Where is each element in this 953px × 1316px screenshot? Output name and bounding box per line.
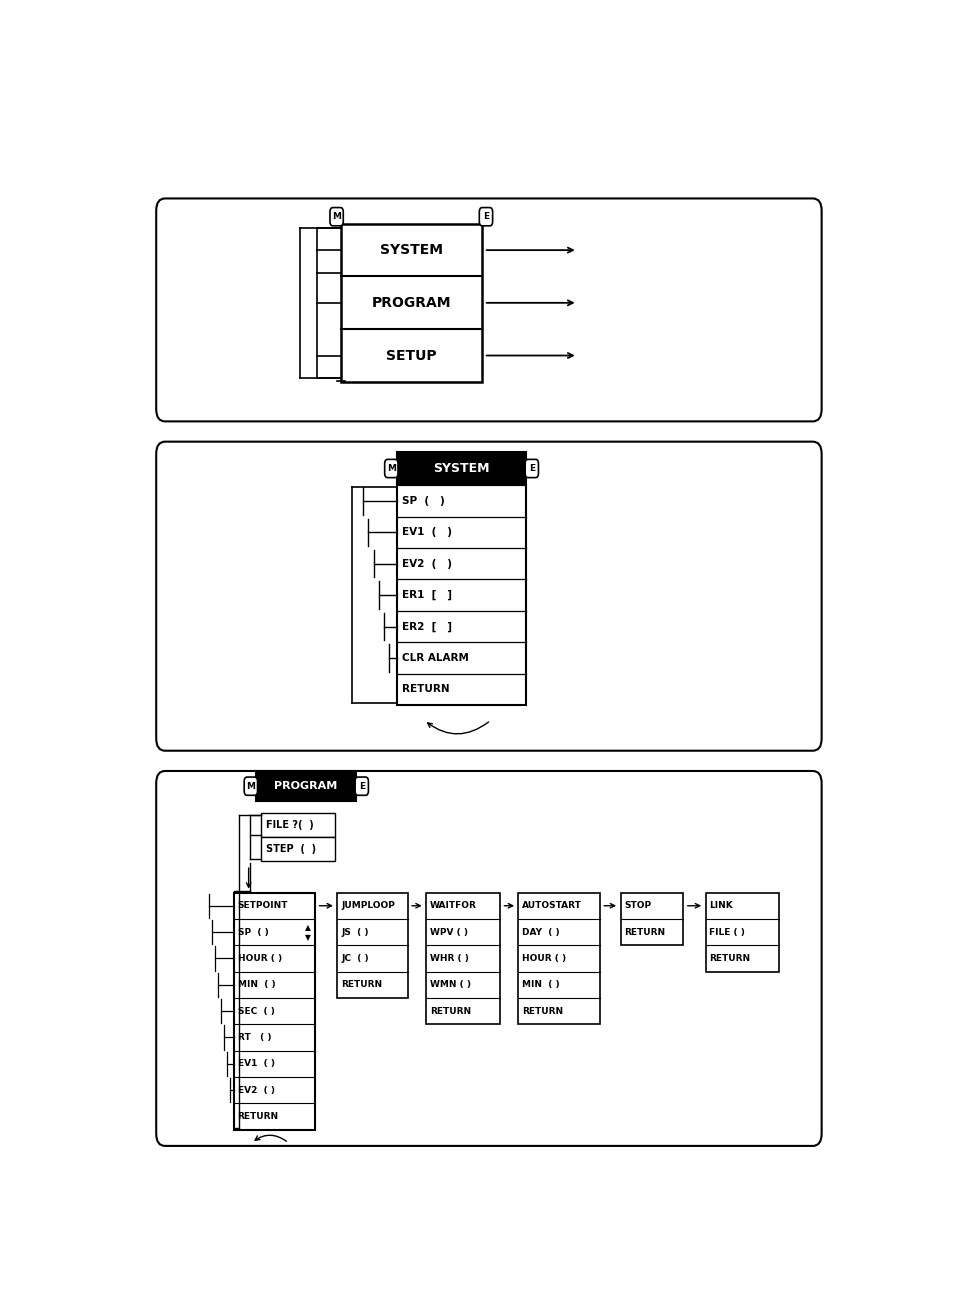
Text: JC  ( ): JC ( )	[341, 954, 368, 963]
Text: WAITFOR: WAITFOR	[429, 901, 476, 911]
FancyBboxPatch shape	[156, 442, 821, 750]
FancyBboxPatch shape	[330, 208, 343, 226]
Text: LINK: LINK	[708, 901, 732, 911]
Text: EV2  (   ): EV2 ( )	[402, 559, 452, 569]
Text: FILE ?(  ): FILE ?( )	[265, 820, 314, 829]
Text: RT   ( ): RT ( )	[237, 1033, 271, 1042]
Text: SETUP: SETUP	[386, 349, 436, 362]
Text: ▲: ▲	[305, 923, 311, 932]
Bar	[619, 892, 682, 945]
Text: EV2  ( ): EV2 ( )	[237, 1086, 274, 1095]
Text: E: E	[482, 212, 489, 221]
Text: JUMPLOOP: JUMPLOOP	[341, 901, 395, 911]
Text: SEC  ( ): SEC ( )	[237, 1007, 274, 1016]
Bar	[261, 812, 335, 837]
Bar	[337, 892, 407, 998]
Text: ER2  [   ]: ER2 [ ]	[402, 621, 452, 632]
Text: M: M	[386, 465, 395, 472]
FancyArrowPatch shape	[254, 1136, 286, 1141]
Text: ▼: ▼	[305, 933, 311, 942]
Text: STEP  (  ): STEP ( )	[265, 844, 315, 854]
Text: CLR ALARM: CLR ALARM	[402, 653, 469, 663]
Text: SYSTEM: SYSTEM	[433, 462, 489, 475]
FancyBboxPatch shape	[156, 771, 821, 1146]
Text: RETURN: RETURN	[341, 980, 382, 990]
Text: AUTOSTART: AUTOSTART	[521, 901, 581, 911]
Text: SP  (   ): SP ( )	[402, 496, 445, 505]
Bar	[396, 451, 525, 486]
FancyBboxPatch shape	[355, 776, 368, 795]
Bar	[341, 224, 481, 382]
Text: ER1  [   ]: ER1 [ ]	[402, 590, 452, 600]
Text: DAY  ( ): DAY ( )	[521, 928, 559, 937]
FancyBboxPatch shape	[478, 208, 492, 226]
Text: M: M	[332, 212, 341, 221]
Text: PROGRAM: PROGRAM	[274, 782, 337, 791]
Bar	[396, 486, 525, 705]
Bar	[233, 892, 314, 1129]
Text: E: E	[358, 782, 364, 791]
Text: RETURN: RETURN	[521, 1007, 562, 1016]
Text: WHR ( ): WHR ( )	[429, 954, 468, 963]
FancyBboxPatch shape	[524, 459, 537, 478]
Text: MIN  ( ): MIN ( )	[521, 980, 559, 990]
Text: EV1  (   ): EV1 ( )	[402, 528, 452, 537]
Text: RETURN: RETURN	[429, 1007, 471, 1016]
Text: HOUR ( ): HOUR ( )	[237, 954, 281, 963]
Text: RETURN: RETURN	[708, 954, 750, 963]
Text: STOP: STOP	[623, 901, 651, 911]
Text: SYSTEM: SYSTEM	[379, 243, 442, 257]
Text: JS  ( ): JS ( )	[341, 928, 368, 937]
Text: SP  ( ): SP ( )	[237, 928, 268, 937]
FancyBboxPatch shape	[384, 459, 397, 478]
Text: RETURN: RETURN	[237, 1112, 278, 1121]
Text: HOUR ( ): HOUR ( )	[521, 954, 566, 963]
Bar	[518, 892, 599, 1024]
Bar	[255, 771, 355, 801]
Bar	[705, 892, 779, 971]
Text: SETPOINT: SETPOINT	[237, 901, 288, 911]
Text: E: E	[528, 465, 535, 472]
Text: WPV ( ): WPV ( )	[429, 928, 467, 937]
Text: WMN ( ): WMN ( )	[429, 980, 470, 990]
Text: MIN  ( ): MIN ( )	[237, 980, 274, 990]
Text: RETURN: RETURN	[623, 928, 664, 937]
Text: M: M	[246, 782, 255, 791]
FancyArrowPatch shape	[427, 722, 488, 734]
Text: FILE ( ): FILE ( )	[708, 928, 744, 937]
Text: EV1  ( ): EV1 ( )	[237, 1059, 274, 1069]
Bar	[426, 892, 499, 1024]
Bar	[261, 837, 335, 861]
Text: RETURN: RETURN	[402, 684, 450, 695]
FancyBboxPatch shape	[244, 776, 257, 795]
FancyBboxPatch shape	[156, 199, 821, 421]
Text: PROGRAM: PROGRAM	[371, 296, 451, 309]
